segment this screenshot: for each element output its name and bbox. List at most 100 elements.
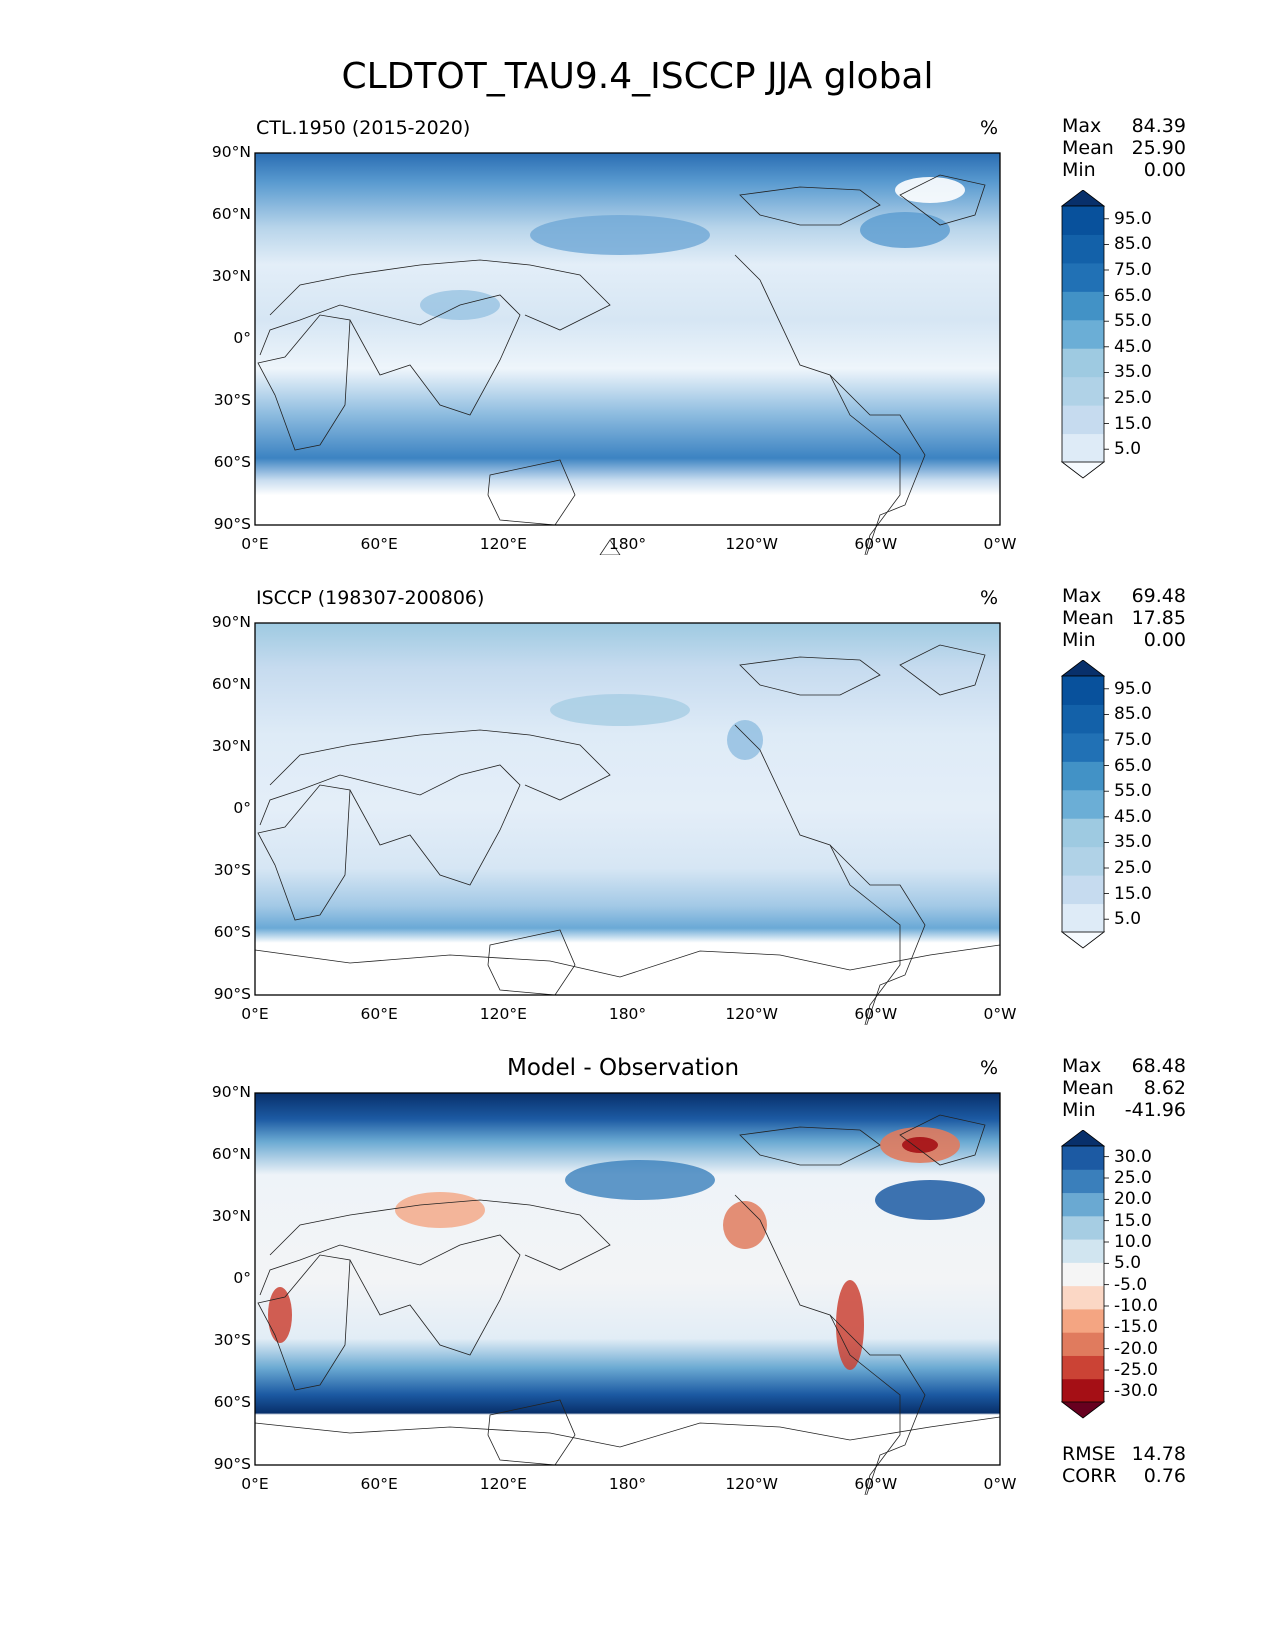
lat-tick-label: 0° [233,1269,251,1287]
colorbar-tick-label: 15.0 [1114,413,1152,434]
obs-unit: % [980,587,999,609]
diff-natl-pos [875,1180,985,1220]
diff-namibia-neg [268,1287,292,1343]
diff-corr-label: CORR [1062,1465,1117,1487]
panel-diff: Model - Observation % Max 68.48 Mean 8.62 … [0,1055,1275,1495]
diff-title: Model - Observation [507,1055,740,1081]
model-greenland [895,177,965,203]
colorbar-tick-label: 55.0 [1114,781,1152,802]
colorbar-tick-label: 20.0 [1114,1189,1152,1210]
colorbar-tick-label: 5.0 [1114,909,1142,930]
lat-tick-label: 90°N [211,1083,251,1101]
colorbar-frame [1061,1145,1105,1403]
model-mean-value: 25.90 [1131,137,1186,159]
colorbar-segment [1062,818,1104,848]
colorbar-tick-label: 55.0 [1114,311,1152,332]
lon-tick-label: 0°W [983,535,1017,553]
lat-tick-label: 30°S [213,861,251,879]
colorbar-segment [1062,291,1104,321]
diff-unit: % [980,1057,999,1079]
colorbar-tick-label: 25.0 [1114,388,1152,408]
obs-mean-label: Mean [1062,607,1114,629]
colorbar-tick-label: 5.0 [1114,439,1142,460]
colorbar-tick-label: -20.0 [1114,1338,1158,1359]
obs-min-label: Min [1062,629,1096,651]
diff-max-label: Max [1062,1055,1102,1077]
lat-tick-label: 90°N [211,143,251,161]
lat-tick-label: 60°N [211,1145,251,1163]
lat-tick-label: 60°S [213,453,251,471]
model-mean-label: Mean [1062,137,1114,159]
obs-title: ISCCP (198307-200806) [256,587,485,609]
colorbar-tick-label: 85.0 [1114,704,1152,725]
colorbar-segment [1062,405,1104,435]
colorbar-segment [1062,761,1104,791]
model-min-label: Min [1062,159,1096,181]
colorbar-segment [1062,234,1104,264]
lat-tick-label: 90°S [213,1455,251,1473]
colorbar-segment [1062,1239,1104,1263]
obs-frame [254,622,1001,996]
diff-map [254,1092,1001,1495]
obs-colorbar [1060,660,1109,949]
lon-tick-label: 0°E [241,535,269,553]
colorbar-segment [1062,319,1104,349]
lon-tick-label: 60°E [360,1475,398,1493]
lon-tick-label: 120°W [725,1475,778,1493]
colorbar-tick-label: 45.0 [1114,806,1152,827]
colorbar-extend-max [1060,1130,1106,1147]
colorbar-tick-label: 35.0 [1114,832,1152,853]
lon-tick-label: 60°E [360,535,398,553]
colorbar-tick-label: 95.0 [1114,678,1152,699]
lon-tick-label: 120°W [725,535,778,553]
colorbar-tick-label: 15.0 [1114,883,1152,904]
diff-corr-value: 0.76 [1143,1465,1186,1487]
diff-rmse-value: 14.78 [1131,1443,1186,1465]
colorbar-extend-min [1060,931,1106,949]
diff-andes-neg [836,1280,864,1370]
obs-field [255,623,1000,995]
colorbar-segment [1062,789,1104,819]
diff-rmse-label: RMSE [1062,1443,1116,1465]
lon-tick-label: 180° [608,1005,647,1023]
diff-max-value: 68.48 [1131,1055,1186,1077]
diff-npac-pos [565,1160,715,1200]
colorbar-tick-label: 5.0 [1114,1253,1142,1274]
colorbar-segment [1062,1192,1104,1217]
model-max-value: 84.39 [1131,115,1186,137]
diff-mean-label: Mean [1062,1077,1114,1099]
colorbar-tick-label: -10.0 [1114,1296,1158,1316]
colorbar-tick-label: 15.0 [1114,1210,1152,1231]
colorbar-tick-label: 95.0 [1114,208,1152,229]
colorbar-frame [1061,205,1105,463]
colorbar-segment [1062,348,1104,378]
obs-stats: Max 69.48 Mean 17.85 Min 0.00 [1062,585,1186,651]
lat-tick-label: 60°S [213,923,251,941]
lat-tick-label: 90°N [211,613,251,631]
colorbar-segment [1062,1378,1104,1403]
colorbar-segment [1062,732,1104,762]
diff-calif-neg [723,1201,767,1249]
colorbar-frame [1061,675,1105,933]
lat-tick-label: 0° [233,329,251,347]
colorbar-tick-label: -25.0 [1114,1360,1158,1380]
lat-tick-label: 60°S [213,1393,251,1411]
lon-tick-label: 120°E [479,535,527,553]
diff-mean-value: 8.62 [1143,1077,1186,1099]
lon-tick-label: 0°E [241,1005,269,1023]
lon-tick-label: 0°W [983,1005,1017,1023]
colorbar-segment [1062,1355,1104,1380]
lon-tick-label: 60°W [854,1005,898,1023]
obs-max-value: 69.48 [1131,585,1186,607]
diff-coastlines [254,1114,1001,1495]
diff-asia-neg [395,1192,485,1228]
obs-npac-cloud [550,694,690,726]
colorbar-segment [1062,1308,1104,1333]
figure-title: CLDTOT_TAU9.4_ISCCP JJA global [341,56,934,97]
colorbar-segment [1062,676,1104,705]
lon-tick-label: 180° [608,1475,647,1493]
lon-tick-label: 120°W [725,1005,778,1023]
lat-tick-label: 30°N [211,1207,251,1225]
model-colorbar [1060,190,1109,479]
model-coastlines [257,174,986,555]
